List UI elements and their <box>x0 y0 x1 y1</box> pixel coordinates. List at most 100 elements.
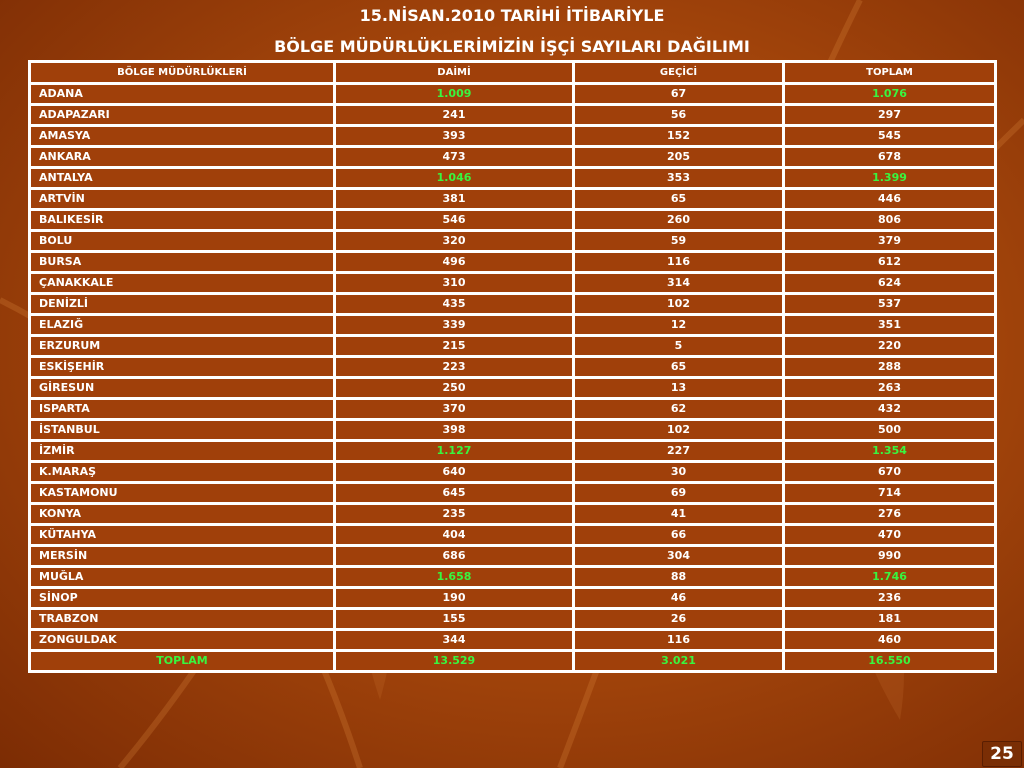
column-header-daimi: DAİMİ <box>336 63 572 82</box>
gecici-cell: 88 <box>575 568 782 586</box>
table-row: İSTANBUL 398 102 500 <box>31 421 994 439</box>
gecici-cell: 13 <box>575 379 782 397</box>
gecici-cell: 66 <box>575 526 782 544</box>
region-name-cell: ESKİŞEHİR <box>31 358 333 376</box>
table-row: BURSA 496 116 612 <box>31 253 994 271</box>
table-row: ÇANAKKALE 310 314 624 <box>31 274 994 292</box>
gecici-cell: 304 <box>575 547 782 565</box>
gecici-cell: 41 <box>575 505 782 523</box>
slide-title-line1: 15.NİSAN.2010 TARİHİ İTİBARİYLE <box>359 6 665 25</box>
region-name-cell: BOLU <box>31 232 333 250</box>
table-row: MERSİN 686 304 990 <box>31 547 994 565</box>
daimi-cell: 496 <box>336 253 572 271</box>
region-name-cell: KONYA <box>31 505 333 523</box>
daimi-cell: 393 <box>336 127 572 145</box>
gecici-cell: 26 <box>575 610 782 628</box>
toplam-cell: 288 <box>785 358 994 376</box>
toplam-cell: 470 <box>785 526 994 544</box>
region-name-cell: DENİZLİ <box>31 295 333 313</box>
gecici-cell: 62 <box>575 400 782 418</box>
toplam-cell: 678 <box>785 148 994 166</box>
daimi-cell: 473 <box>336 148 572 166</box>
daimi-cell: 241 <box>336 106 572 124</box>
table-total-row: TOPLAM 13.529 3.021 16.550 <box>31 652 994 670</box>
region-name-cell: SİNOP <box>31 589 333 607</box>
region-name-cell: KASTAMONU <box>31 484 333 502</box>
column-header-region: BÖLGE MÜDÜRLÜKLERİ <box>31 63 333 82</box>
toplam-cell: 545 <box>785 127 994 145</box>
daimi-cell: 645 <box>336 484 572 502</box>
gecici-cell: 205 <box>575 148 782 166</box>
table-row: BALIKESİR 546 260 806 <box>31 211 994 229</box>
table-row: SİNOP 190 46 236 <box>31 589 994 607</box>
region-name-cell: KÜTAHYA <box>31 526 333 544</box>
table-row: ANKARA 473 205 678 <box>31 148 994 166</box>
toplam-cell: 460 <box>785 631 994 649</box>
toplam-cell: 297 <box>785 106 994 124</box>
gecici-cell: 314 <box>575 274 782 292</box>
daimi-cell: 155 <box>336 610 572 628</box>
toplam-cell: 714 <box>785 484 994 502</box>
region-name-cell: ARTVİN <box>31 190 333 208</box>
table-row: ARTVİN 381 65 446 <box>31 190 994 208</box>
toplam-cell: 1.399 <box>785 169 994 187</box>
daimi-cell: 381 <box>336 190 572 208</box>
daimi-cell: 686 <box>336 547 572 565</box>
region-name-cell: BALIKESİR <box>31 211 333 229</box>
toplam-cell: 1.354 <box>785 442 994 460</box>
table-row: BOLU 320 59 379 <box>31 232 994 250</box>
region-name-cell: İSTANBUL <box>31 421 333 439</box>
region-name-cell: İZMİR <box>31 442 333 460</box>
toplam-cell: 379 <box>785 232 994 250</box>
region-name-cell: ISPARTA <box>31 400 333 418</box>
daimi-cell: 1.009 <box>336 85 572 103</box>
region-name-cell: ERZURUM <box>31 337 333 355</box>
table-row: ERZURUM 215 5 220 <box>31 337 994 355</box>
table-row: DENİZLİ 435 102 537 <box>31 295 994 313</box>
gecici-cell: 116 <box>575 631 782 649</box>
gecici-cell: 46 <box>575 589 782 607</box>
region-name-cell: ADANA <box>31 85 333 103</box>
column-header-gecici: GEÇİCİ <box>575 63 782 82</box>
daimi-cell: 640 <box>336 463 572 481</box>
table-row: ELAZIĞ 339 12 351 <box>31 316 994 334</box>
gecici-cell: 5 <box>575 337 782 355</box>
toplam-cell: 612 <box>785 253 994 271</box>
toplam-cell: 276 <box>785 505 994 523</box>
toplam-cell: 236 <box>785 589 994 607</box>
gecici-cell: 102 <box>575 421 782 439</box>
daimi-cell: 310 <box>336 274 572 292</box>
daimi-cell: 190 <box>336 589 572 607</box>
table-row: TRABZON 155 26 181 <box>31 610 994 628</box>
total-label-cell: TOPLAM <box>31 652 333 670</box>
table-row: ADAPAZARI 241 56 297 <box>31 106 994 124</box>
table-row: K.MARAŞ 640 30 670 <box>31 463 994 481</box>
gecici-cell: 30 <box>575 463 782 481</box>
gecici-cell: 65 <box>575 190 782 208</box>
toplam-cell: 446 <box>785 190 994 208</box>
gecici-cell: 116 <box>575 253 782 271</box>
region-name-cell: K.MARAŞ <box>31 463 333 481</box>
daimi-cell: 404 <box>336 526 572 544</box>
region-name-cell: ANTALYA <box>31 169 333 187</box>
table-row: ISPARTA 370 62 432 <box>31 400 994 418</box>
total-daimi-cell: 13.529 <box>336 652 572 670</box>
daimi-cell: 223 <box>336 358 572 376</box>
daimi-cell: 1.046 <box>336 169 572 187</box>
table-row: KASTAMONU 645 69 714 <box>31 484 994 502</box>
daimi-cell: 435 <box>336 295 572 313</box>
toplam-cell: 220 <box>785 337 994 355</box>
region-name-cell: ANKARA <box>31 148 333 166</box>
gecici-cell: 69 <box>575 484 782 502</box>
region-name-cell: TRABZON <box>31 610 333 628</box>
employee-table: BÖLGE MÜDÜRLÜKLERİ DAİMİ GEÇİCİ TOPLAM A… <box>28 60 997 673</box>
gecici-cell: 102 <box>575 295 782 313</box>
gecici-cell: 260 <box>575 211 782 229</box>
toplam-cell: 624 <box>785 274 994 292</box>
daimi-cell: 370 <box>336 400 572 418</box>
page-number-badge: 25 <box>982 741 1022 767</box>
toplam-cell: 1.746 <box>785 568 994 586</box>
region-name-cell: MUĞLA <box>31 568 333 586</box>
region-name-cell: ADAPAZARI <box>31 106 333 124</box>
table-header-row: BÖLGE MÜDÜRLÜKLERİ DAİMİ GEÇİCİ TOPLAM <box>31 63 994 82</box>
